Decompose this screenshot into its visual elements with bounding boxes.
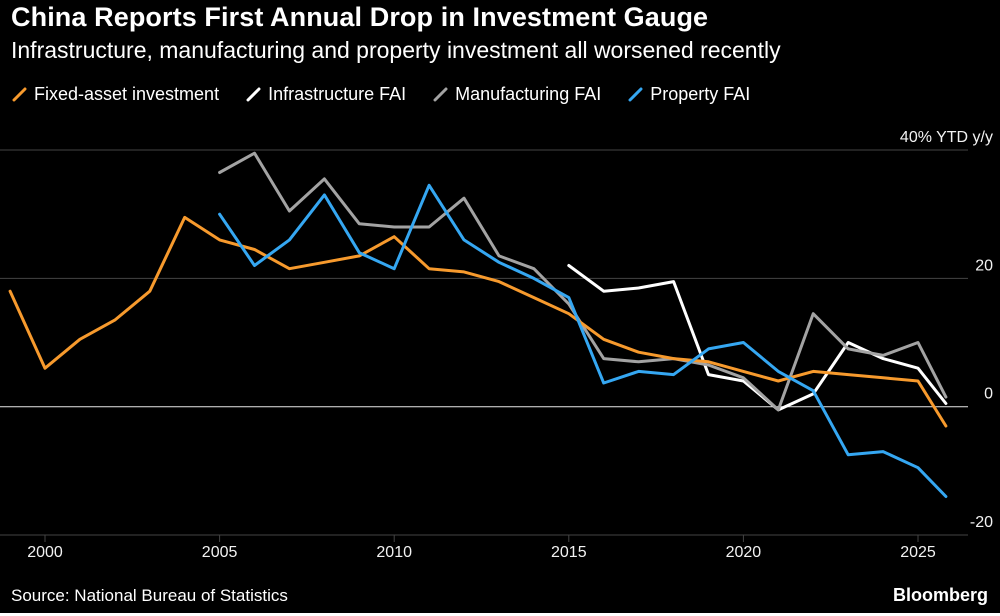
legend-slash-stroke	[246, 87, 261, 102]
source-note: Source: National Bureau of Statistics	[11, 586, 288, 605]
x-axis-label: 2025	[900, 544, 936, 561]
legend-item-property-fai: Property FAI	[628, 84, 750, 105]
legend-label: Manufacturing FAI	[455, 84, 602, 104]
legend-label: Property FAI	[650, 84, 751, 104]
x-axis-label: 2015	[551, 544, 587, 561]
bottom-divider	[0, 613, 1000, 616]
legend-slash-icon	[628, 87, 643, 102]
x-axis-label: 2000	[27, 544, 63, 561]
legend-slash-stroke	[433, 87, 448, 102]
y-axis-label: 0	[984, 386, 993, 403]
legend-slash-icon	[12, 87, 27, 102]
chart-title: China Reports First Annual Drop in Inves…	[11, 2, 709, 32]
legend-item-fixed-asset-investment: Fixed-asset investment	[12, 84, 219, 105]
chart-subtitle: Infrastructure, manufacturing and proper…	[11, 37, 781, 63]
legend-slash-stroke	[12, 87, 27, 102]
legend-slash-icon	[433, 87, 448, 102]
x-axis-label: 2005	[202, 544, 238, 561]
chart-legend: Fixed-asset investment Infrastructure FAI…	[12, 84, 750, 105]
series-line-infrastructure-fai	[567, 264, 948, 412]
legend-slash-icon	[246, 87, 261, 102]
x-axis-label: 2010	[376, 544, 412, 561]
legend-label: Infrastructure FAI	[268, 84, 407, 104]
y-axis-label: 20	[975, 257, 993, 274]
series-line-fixed-asset-investment	[8, 215, 948, 428]
legend-item-infrastructure-fai: Infrastructure FAI	[246, 84, 406, 105]
x-axis-label: 2020	[726, 544, 762, 561]
bloomberg-logo: Bloomberg	[892, 585, 988, 605]
series-line-manufacturing-fai	[218, 151, 948, 412]
legend-slash-stroke	[628, 87, 643, 102]
y-axis-label: 40% YTD y/y	[900, 129, 993, 146]
y-axis-label: -20	[970, 514, 993, 531]
series-line-property-fai	[218, 183, 948, 498]
legend-label: Fixed-asset investment	[34, 84, 220, 104]
legend-item-manufacturing-fai: Manufacturing FAI	[433, 84, 601, 105]
